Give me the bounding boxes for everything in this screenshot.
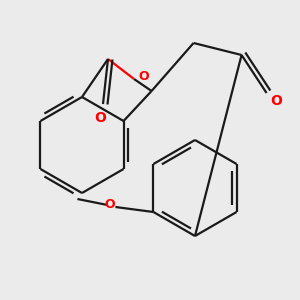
Text: O: O (94, 111, 106, 125)
Text: O: O (139, 70, 149, 83)
Text: O: O (104, 197, 115, 211)
Text: O: O (271, 94, 283, 108)
